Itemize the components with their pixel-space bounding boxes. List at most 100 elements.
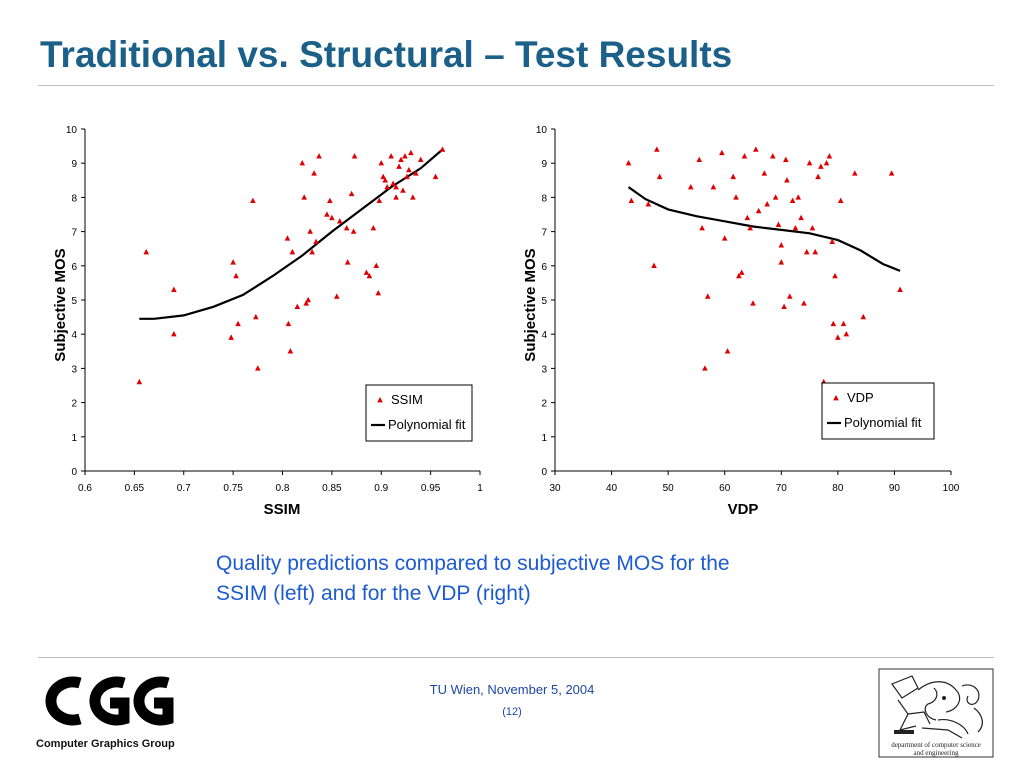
legend-box <box>365 384 473 442</box>
data-point <box>344 259 351 265</box>
y-tick-label: 6 <box>541 262 547 273</box>
data-point <box>741 153 748 159</box>
y-tick-label: 1 <box>541 433 547 444</box>
department-caption-line-1: department of computer science <box>891 741 981 749</box>
data-point <box>404 173 410 180</box>
data-point <box>792 224 799 231</box>
x-tick-label: 0.8 <box>276 483 290 494</box>
data-point <box>400 187 406 193</box>
data-point <box>826 153 833 159</box>
data-point <box>645 201 652 207</box>
data-point <box>307 228 313 234</box>
footer-date: TU Wien, November 5, 2004 <box>429 682 595 697</box>
legend-label: VDP <box>847 390 874 405</box>
data-point <box>316 153 322 159</box>
data-point <box>651 262 657 268</box>
data-point <box>809 224 816 231</box>
data-point <box>382 177 388 183</box>
data-point <box>171 331 177 337</box>
page-number: (12) <box>502 706 522 718</box>
data-point <box>733 194 739 200</box>
data-point <box>704 293 711 299</box>
data-point <box>390 180 396 186</box>
department-caption: department of computer science and engin… <box>880 741 992 757</box>
data-point <box>336 218 343 224</box>
data-point <box>656 173 663 180</box>
data-point <box>761 170 768 176</box>
data-point <box>327 197 333 204</box>
data-point <box>294 303 301 310</box>
data-point <box>888 170 895 176</box>
cgg-logo-icon <box>45 676 174 726</box>
data-point <box>230 259 236 265</box>
data-point <box>801 300 807 306</box>
data-point <box>334 293 340 299</box>
data-point <box>750 300 756 306</box>
y-axis-title: Subjective MOS <box>52 248 69 361</box>
data-point <box>380 173 387 180</box>
data-point <box>250 197 256 204</box>
y-tick-label: 0 <box>541 467 547 478</box>
x-tick-label: 80 <box>832 483 844 494</box>
data-point <box>753 146 759 152</box>
data-point <box>744 214 751 221</box>
data-point <box>730 173 736 180</box>
data-point <box>830 320 837 327</box>
data-point <box>253 313 259 320</box>
x-tick-label: 1 <box>477 483 483 494</box>
data-point <box>843 331 850 337</box>
y-tick-label: 5 <box>71 296 77 307</box>
data-point <box>285 320 292 327</box>
legend-label: Polynomial fit <box>844 415 922 430</box>
data-point <box>724 348 731 354</box>
data-point <box>778 242 785 248</box>
data-point <box>408 149 414 156</box>
y-tick-label: 5 <box>541 296 547 307</box>
y-tick-label: 3 <box>541 364 547 375</box>
y-tick-label: 8 <box>71 193 77 204</box>
data-point <box>719 149 725 156</box>
data-point <box>284 235 291 241</box>
data-point <box>171 286 177 292</box>
x-tick-label: 70 <box>776 483 788 494</box>
y-tick-label: 4 <box>71 330 77 341</box>
data-point <box>378 160 385 166</box>
y-tick-label: 10 <box>66 125 78 136</box>
data-point <box>396 163 402 169</box>
group-name: Computer Graphics Group <box>36 738 175 750</box>
x-tick-label: 0.9 <box>374 483 388 494</box>
data-point <box>384 183 390 190</box>
x-axis-title: VDP <box>728 501 759 518</box>
slide-title: Traditional vs. Structural – Test Result… <box>40 34 733 75</box>
data-point <box>803 248 810 255</box>
data-point <box>348 190 355 197</box>
data-point <box>376 197 383 204</box>
y-tick-label: 6 <box>71 262 77 273</box>
data-point <box>350 228 357 234</box>
department-caption-line-2: and engineering <box>913 749 959 757</box>
data-point <box>287 348 294 354</box>
x-tick-label: 30 <box>549 483 561 494</box>
legend-label: Polynomial fit <box>388 417 466 432</box>
data-point <box>439 146 446 152</box>
data-point <box>736 272 742 279</box>
data-point <box>410 194 416 200</box>
data-point <box>710 183 717 190</box>
data-point <box>798 214 804 221</box>
data-point <box>299 160 306 166</box>
data-point <box>654 146 660 152</box>
x-tick-label: 0.95 <box>421 483 441 494</box>
data-point <box>738 269 745 275</box>
title-divider <box>38 85 994 86</box>
y-tick-label: 1 <box>71 433 77 444</box>
data-point <box>806 160 813 166</box>
x-axis-title: SSIM <box>264 501 301 518</box>
data-point <box>829 238 835 245</box>
caption-line-2: SSIM (left) and for the VDP (right) <box>216 582 531 605</box>
data-point <box>747 224 753 231</box>
data-point <box>136 378 143 385</box>
caption-line-1: Quality predictions compared to subjecti… <box>216 552 730 575</box>
data-point <box>143 248 150 255</box>
data-point <box>343 224 350 231</box>
y-tick-label: 2 <box>71 399 77 410</box>
